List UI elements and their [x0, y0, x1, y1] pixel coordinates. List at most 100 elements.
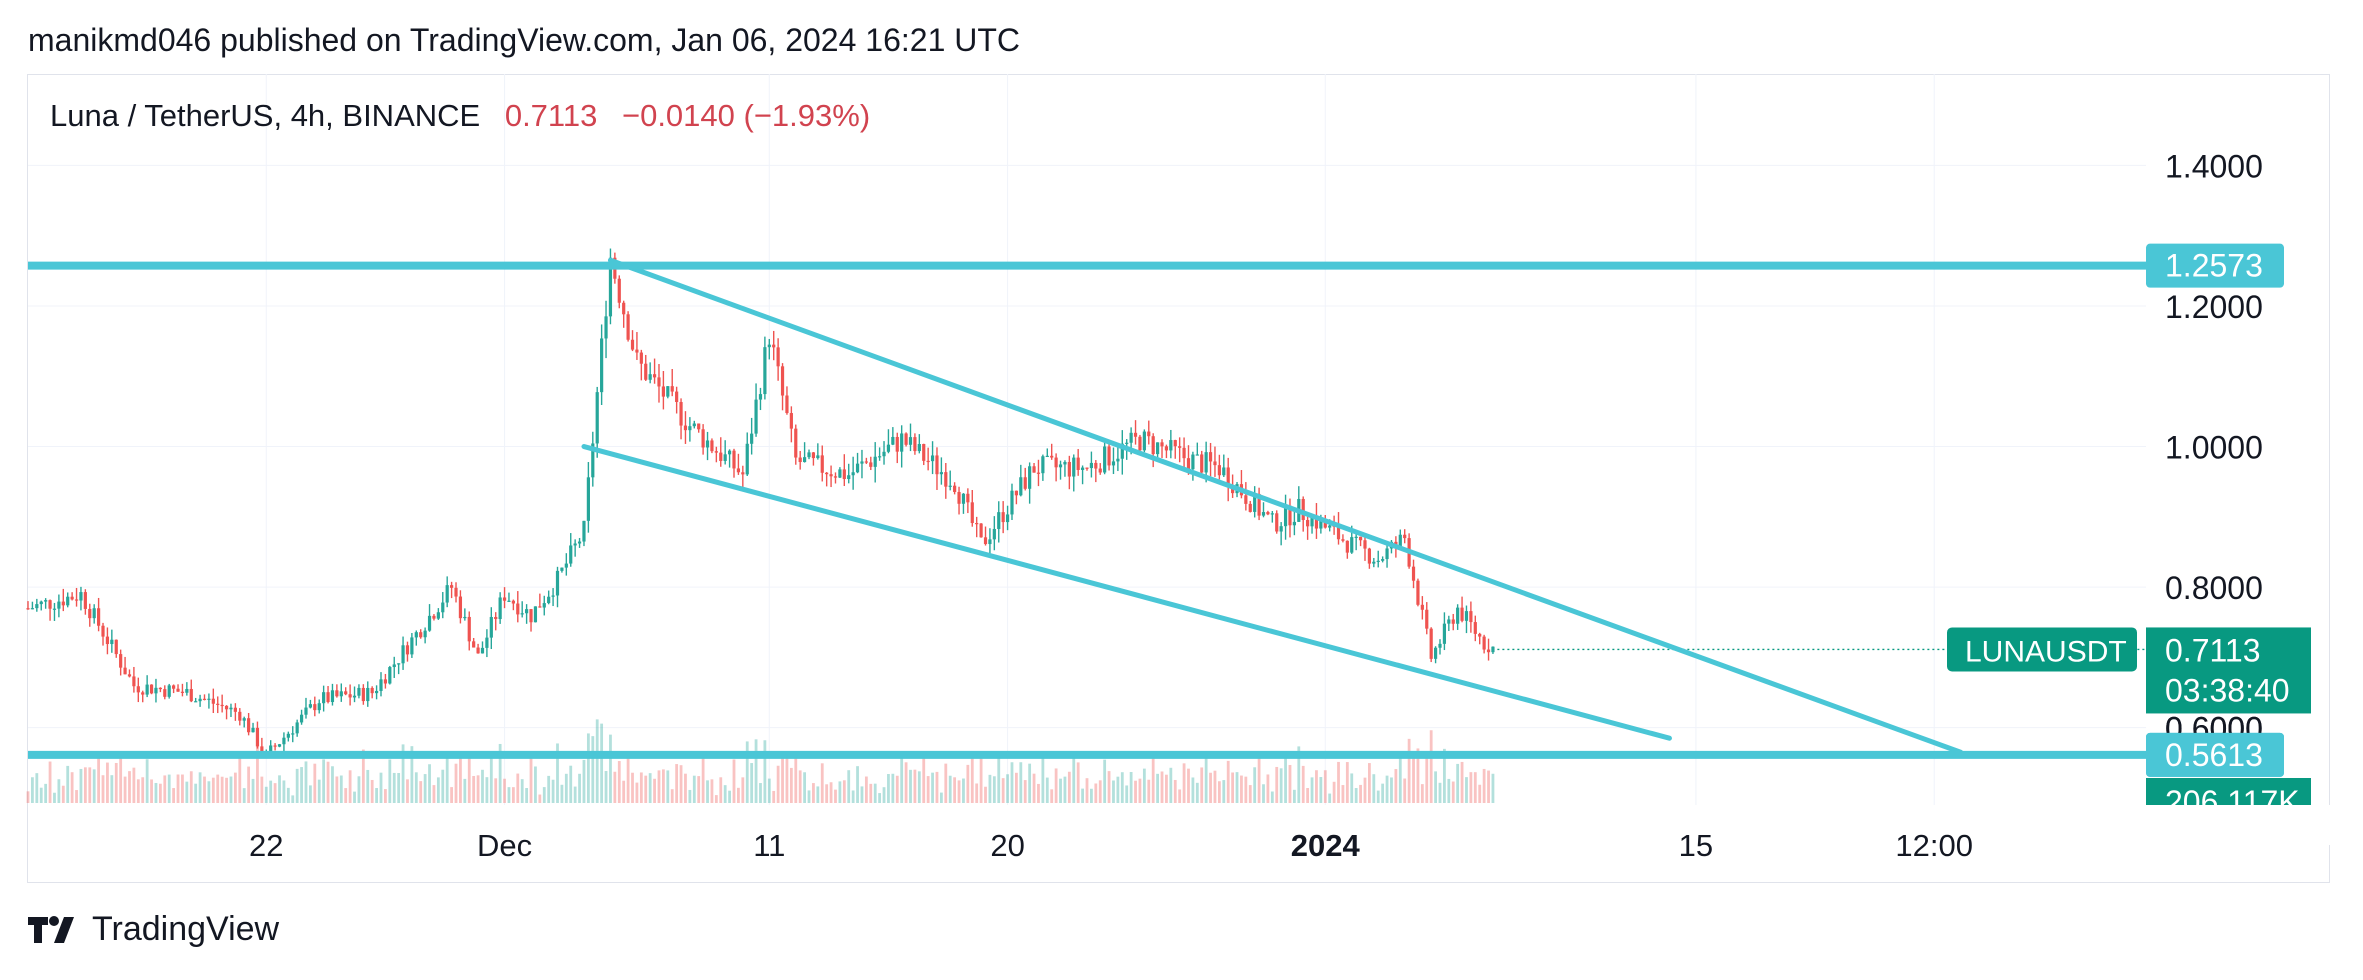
volume-bar	[900, 754, 904, 803]
candle-body	[666, 386, 670, 397]
volume-bar	[410, 746, 414, 803]
volume-bar	[1478, 784, 1482, 803]
volume-bar	[110, 775, 114, 803]
candle-body	[335, 690, 339, 697]
candle-body	[216, 703, 220, 705]
candle-body	[939, 472, 943, 475]
candle-body	[1350, 537, 1354, 553]
volume-bar	[264, 786, 268, 803]
candle-body	[172, 685, 176, 689]
candle-body	[1072, 457, 1076, 477]
volume-bar	[697, 776, 701, 803]
volume-bar	[88, 767, 92, 803]
candle-body	[233, 707, 237, 712]
volume-bar	[662, 769, 665, 803]
volume-bar	[141, 777, 145, 803]
volume-bar	[723, 785, 727, 803]
volume-bar	[1390, 777, 1393, 803]
volume-bar	[714, 795, 718, 803]
candle-body	[1195, 454, 1199, 456]
volume-bar	[39, 787, 43, 803]
candle-body	[295, 722, 299, 734]
volume-bar	[639, 772, 643, 803]
volume-bar	[304, 761, 308, 803]
volume-bar	[35, 773, 39, 803]
candle-body	[1363, 540, 1367, 549]
volume-bar	[794, 755, 798, 803]
candle-body	[1301, 498, 1305, 521]
x-tick-label: 2024	[1291, 828, 1361, 863]
candle-body	[339, 691, 343, 697]
candle-body	[780, 366, 785, 396]
candle-body	[652, 374, 657, 378]
volume-bar	[370, 779, 374, 803]
candle-body	[397, 663, 401, 665]
candle-body	[1191, 454, 1195, 470]
volume-bar	[1098, 780, 1102, 803]
candle-body	[1283, 505, 1288, 527]
volume-bar	[878, 793, 882, 803]
candle-body	[723, 454, 727, 461]
volume-bar	[979, 755, 983, 803]
volume-bar	[516, 773, 520, 803]
candle-body	[511, 600, 515, 604]
candle-body	[498, 597, 502, 620]
candle-body	[48, 600, 52, 609]
candle-body	[644, 363, 648, 380]
candle-body	[167, 685, 171, 697]
candle-body	[101, 625, 105, 637]
volume-bar	[225, 777, 228, 803]
volume-bar	[172, 788, 176, 803]
candle-body	[622, 302, 626, 315]
volume-bar	[476, 775, 480, 803]
volume-bar	[1407, 738, 1411, 803]
candle-body	[803, 457, 807, 463]
volume-bar	[684, 773, 687, 803]
volume-bar	[220, 776, 224, 803]
volume-bar	[772, 790, 776, 803]
upper-channel-trendline[interactable]	[607, 257, 1964, 755]
candle-body	[366, 687, 370, 702]
candle-body	[1023, 477, 1027, 489]
volume-bar	[909, 769, 912, 803]
candle-body	[741, 472, 745, 475]
volume-bar	[944, 763, 948, 803]
volume-bar	[741, 777, 745, 803]
candle-body	[847, 475, 851, 480]
volume-bar	[1059, 778, 1062, 803]
volume-bar	[1460, 761, 1464, 803]
chart-frame[interactable]	[27, 74, 2330, 883]
candle-body	[467, 616, 471, 642]
candle-body	[357, 687, 361, 696]
volume-bar	[1160, 771, 1164, 803]
candle-body	[163, 689, 167, 697]
volume-bar	[1142, 768, 1146, 803]
candle-body	[110, 639, 114, 645]
symbol-name-box	[1947, 627, 2137, 672]
candle-body	[922, 444, 926, 461]
tradingview-logo-icon	[28, 915, 74, 943]
volume-bar	[737, 787, 740, 803]
volume-bar	[1023, 780, 1027, 803]
x-tick-label: 22	[249, 828, 283, 863]
volume-bar	[507, 787, 511, 803]
candle-body	[635, 349, 639, 353]
candle-body	[299, 714, 304, 723]
lower-channel-trendline[interactable]	[581, 444, 1672, 741]
candle-body	[604, 316, 608, 339]
volume-bar	[251, 778, 255, 803]
volume-bar	[569, 765, 573, 803]
candle-body	[180, 691, 185, 693]
volume-bar	[97, 757, 100, 803]
volume-bar	[520, 779, 524, 803]
tradingview-logo[interactable]: TradingView	[28, 910, 279, 949]
volume-bar	[322, 759, 326, 803]
volume-bar	[1465, 777, 1468, 803]
volume-bar	[1253, 767, 1257, 803]
candle-body	[617, 278, 621, 303]
volume-bar	[481, 769, 484, 803]
symbol-legend[interactable]: Luna / TetherUS, 4h, BINANCE 0.7113 −0.0…	[50, 98, 870, 134]
candle-body	[74, 599, 79, 601]
volume-bar	[106, 762, 109, 803]
